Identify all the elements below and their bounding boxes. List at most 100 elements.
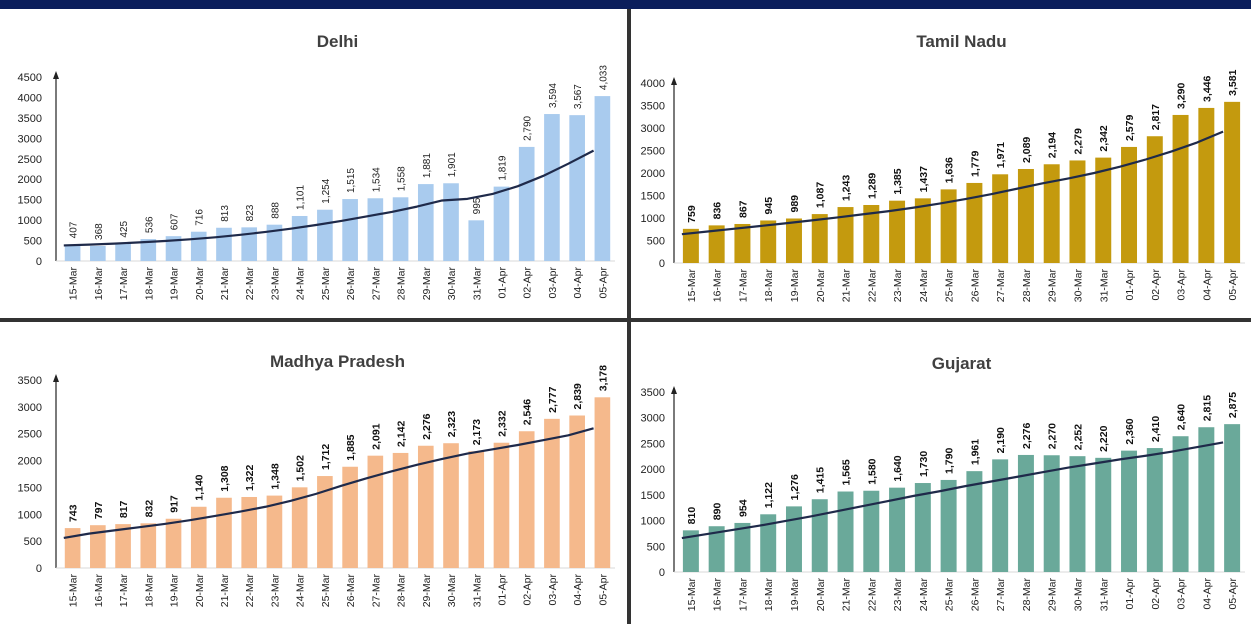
x-tick-label: 27-Mar [370,267,382,301]
x-tick-label: 01-Apr [496,573,508,605]
x-tick-label: 24-Mar [295,574,307,608]
bar [1146,448,1163,572]
data-label: 995 [472,197,483,214]
x-tick-label: 02-Apr [522,573,534,605]
x-tick-label: 24-Mar [295,267,307,301]
bar [785,506,802,572]
bar [889,200,906,263]
data-label: 536 [144,216,155,233]
y-tick-label: 4500 [18,72,42,84]
y-tick-label: 4000 [641,78,665,90]
y-tick-label: 2000 [641,168,665,180]
bar [493,442,510,568]
data-label: 1,415 [815,467,827,493]
x-tick-label: 18-Mar [143,574,155,608]
bar [1198,427,1215,572]
data-label: 989 [789,195,801,213]
x-tick-label: 30-Mar [446,574,458,608]
x-tick-label: 17-Mar [118,574,130,608]
chart-madhya-pradesh: Madhya Pradesh 0 500 1000 1500 2000 2500 3000 35… [18,352,615,608]
data-label: 743 [68,504,80,522]
bar [64,528,81,568]
y-tick-label: 2500 [18,154,42,166]
x-tick-label: 15-Mar [686,269,698,303]
x-tick-label: 31-Mar [1098,578,1110,612]
x-tick-label: 17-Mar [118,267,130,301]
x-tick-label: 16-Mar [93,267,105,301]
bar [811,214,828,263]
bar [1121,450,1138,572]
data-label: 1,790 [944,448,956,474]
data-label: 1,122 [763,482,775,508]
x-tick-label: 19-Mar [789,269,801,303]
bar [1146,136,1163,263]
y-tick-label: 2500 [641,146,665,158]
data-label: 2,777 [547,386,559,412]
x-tick-label: 25-Mar [944,269,956,303]
x-tick-label: 04-Apr [1201,577,1213,609]
bar [914,198,931,263]
data-label: 1,558 [397,166,408,191]
data-label: 813 [220,205,231,222]
data-label: 1,901 [447,152,458,177]
bar [811,499,828,572]
y-tick-label: 1500 [18,482,42,494]
x-tick-label: 20-Mar [815,578,827,612]
y-tick-label: 2500 [18,429,42,441]
data-label: 1,712 [320,444,332,470]
vertical-divider [627,9,631,624]
bar [1121,146,1138,263]
bar [367,198,384,261]
x-tick-label: 25-Mar [320,574,332,608]
x-tick-label: 29-Mar [421,267,433,301]
bar [190,231,207,261]
x-tick-label: 18-Mar [143,267,155,301]
bar [140,239,157,261]
bar [1043,455,1060,572]
y-axis-arrow-icon [671,77,677,85]
y-tick-label: 0 [659,258,665,270]
bar [392,197,409,261]
data-label: 2,790 [523,115,534,140]
header-bar [0,0,1251,9]
x-tick-label: 03-Apr [1176,577,1188,609]
x-tick-label: 18-Mar [763,578,775,612]
data-label: 945 [763,197,775,215]
data-label: 2,342 [1098,125,1110,151]
bar [992,459,1009,572]
bar [594,96,611,261]
data-label: 2,279 [1072,128,1084,154]
bar [889,487,906,572]
bar [518,431,535,568]
x-tick-label: 21-Mar [841,269,853,303]
data-label: 2,875 [1227,392,1239,418]
data-label: 3,178 [597,365,609,391]
x-tick-label: 29-Mar [1047,578,1059,612]
y-tick-label: 0 [36,256,42,268]
data-label: 2,323 [446,411,458,437]
y-tick-label: 1000 [641,213,665,225]
y-tick-label: 1500 [641,490,665,502]
data-label: 1,779 [969,151,981,177]
data-label: 1,971 [995,142,1007,168]
bar [569,415,585,568]
data-label: 2,276 [1021,423,1033,449]
x-tick-label: 21-Mar [219,267,231,301]
data-label: 867 [737,200,749,218]
bar [682,530,699,572]
x-tick-label: 31-Mar [471,267,483,301]
x-tick-label: 31-Mar [471,574,483,608]
x-tick-label: 19-Mar [169,267,181,301]
x-tick-label: 18-Mar [763,269,775,303]
x-tick-label: 26-Mar [345,267,357,301]
bar [760,514,777,572]
horizontal-divider [0,318,1251,322]
bar [417,445,434,568]
bar [1198,107,1215,264]
bar [1017,454,1034,572]
y-tick-label: 2000 [18,456,42,468]
data-label: 4,033 [598,65,609,90]
bar [115,243,131,261]
data-label: 2,579 [1124,115,1136,141]
data-label: 817 [118,500,130,518]
